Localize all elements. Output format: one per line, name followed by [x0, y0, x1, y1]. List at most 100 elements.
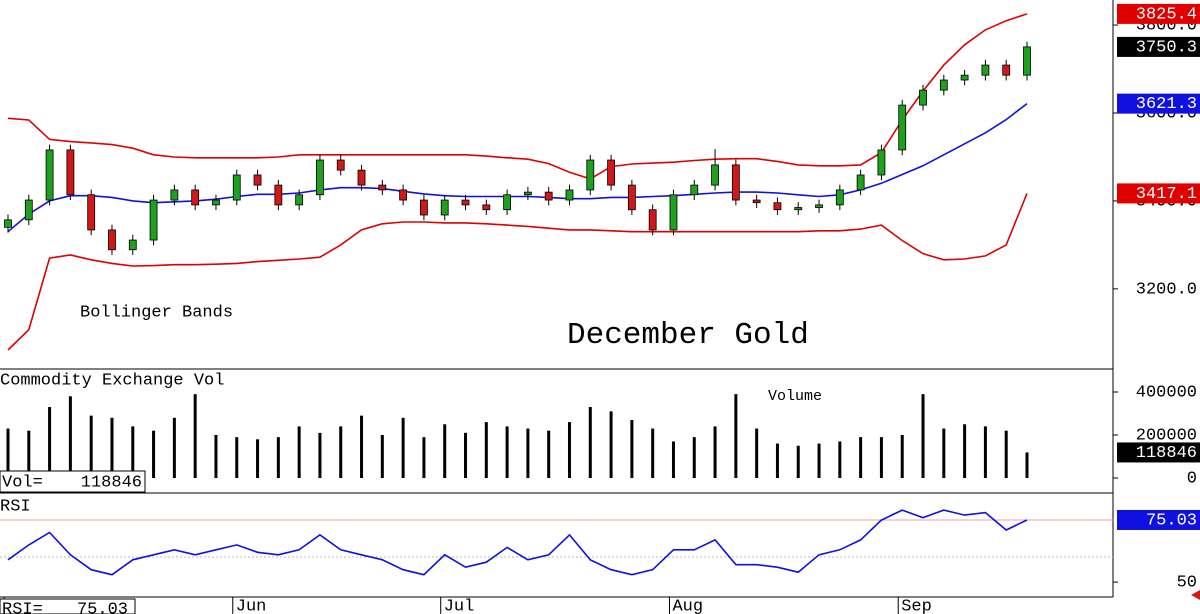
volume-bar [547, 430, 551, 479]
value-label: RSI= [2, 600, 43, 614]
last-volume-label-box [1117, 442, 1200, 463]
candle-body [1002, 64, 1011, 76]
volume-bar [464, 432, 468, 479]
volume-bar [1004, 430, 1008, 479]
band-line [7, 193, 1028, 351]
rsi-line [7, 509, 1028, 576]
candle-body [523, 191, 532, 196]
x-tick-label: Aug [672, 597, 703, 614]
volume-bar [276, 437, 280, 479]
candle-body [898, 104, 907, 151]
volume-bar [297, 426, 301, 479]
candle-body [565, 189, 574, 201]
candle-body [856, 174, 865, 191]
volume-bar [609, 411, 613, 479]
x-tick-label: Jun [236, 597, 267, 614]
candle-body [648, 209, 657, 231]
candle-body [149, 199, 158, 241]
value-box [0, 598, 136, 614]
volume-bar [900, 434, 904, 479]
candle-body [378, 184, 387, 191]
last-value-label: 3417.1 [1136, 185, 1197, 204]
volume-bar [89, 415, 93, 479]
volume-bar [214, 434, 218, 479]
volume-bar [755, 428, 759, 479]
volume-bar [360, 415, 364, 479]
volume-bar [567, 422, 571, 479]
chart-title: December Gold [567, 318, 809, 353]
candle-body [357, 169, 366, 186]
y-tick-label: 0 [1187, 469, 1197, 488]
candle-body [253, 174, 262, 186]
last-value-label-box [1117, 183, 1200, 204]
last-value-label-box [1117, 93, 1200, 114]
candle-body [794, 207, 803, 211]
value-box [0, 470, 146, 493]
volume-bar [193, 394, 197, 479]
candle-body [690, 184, 699, 196]
volume-bar [692, 437, 696, 479]
volume-bar [131, 426, 135, 479]
volume-bar [838, 441, 842, 479]
last-volume-label: 118846 [1136, 444, 1197, 463]
volume-bar [110, 417, 114, 479]
volume-bar [859, 437, 863, 479]
candle-body [835, 189, 844, 206]
candle-body [191, 189, 200, 206]
candle-body [128, 239, 137, 251]
candle-body [939, 79, 948, 91]
last-rsi-label-box [1117, 509, 1200, 530]
y-tick-label: 50 [1177, 574, 1197, 593]
value-label: Vol= [2, 473, 43, 492]
candle-body [981, 64, 990, 76]
candle-body [4, 219, 12, 228]
candle-body [24, 199, 33, 221]
candle-body [87, 194, 96, 231]
candle-body [295, 194, 304, 206]
volume-bar [1025, 452, 1029, 479]
volume-bar [713, 426, 717, 479]
candle-body [960, 74, 969, 81]
value-number: 118846 [81, 473, 142, 492]
candle-body [274, 184, 283, 206]
candle-body [731, 164, 740, 201]
candle-body [773, 202, 782, 211]
volume-bar [27, 430, 31, 479]
y-tick-label: 3200.0 [1136, 280, 1197, 299]
candle-body [586, 159, 595, 191]
scroll-arrow[interactable] [1191, 590, 1200, 600]
last-value-label-box [1117, 3, 1200, 24]
volume-bar [983, 426, 987, 479]
volume-bar [775, 443, 779, 479]
y-tick-label: 400000 [1136, 383, 1197, 402]
volume-bar [422, 437, 426, 479]
volume-bar [630, 419, 634, 479]
band-line [7, 13, 1028, 180]
candle-body [877, 149, 886, 176]
candle-body [503, 194, 512, 211]
candle-body [232, 174, 241, 201]
volume-bar [505, 426, 509, 479]
volume-bar [796, 445, 800, 479]
last-value-label: 3825.4 [1136, 5, 1197, 24]
pane-title: Commodity Exchange Vol [0, 371, 224, 390]
volume-bar [588, 407, 592, 479]
candle-body [45, 149, 54, 201]
candle-body [420, 199, 428, 216]
candle-body [711, 164, 719, 186]
candle-body [919, 89, 927, 106]
value-number: 75.03 [77, 600, 128, 614]
annotation: Volume [768, 388, 822, 405]
volume-bar [651, 428, 655, 479]
candle-body [461, 199, 470, 206]
candle-body [627, 184, 636, 211]
volume-bar [734, 394, 738, 479]
volume-bar [48, 407, 52, 479]
volume-bar [921, 394, 925, 479]
volume-bar [526, 428, 530, 479]
annotation: Bollinger Bands [80, 303, 233, 322]
candle-body [607, 159, 615, 186]
pane-title: RSI [0, 497, 31, 516]
volume-bar [671, 441, 675, 479]
volume-bar [235, 437, 239, 479]
